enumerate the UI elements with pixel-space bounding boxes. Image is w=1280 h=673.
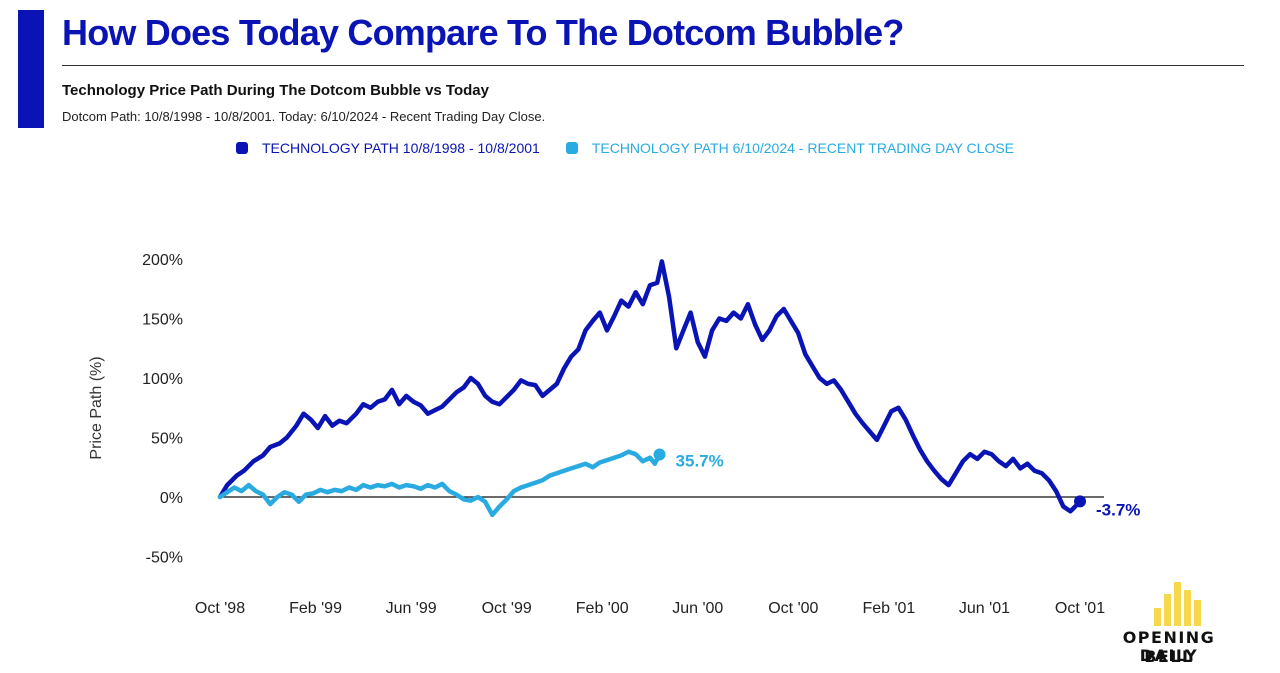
accent-bar — [18, 10, 44, 128]
y-tick-label: -50% — [146, 550, 183, 567]
x-tick-label: Oct '00 — [768, 600, 818, 617]
date-range-note: Dotcom Path: 10/8/1998 - 10/8/2001. Toda… — [62, 109, 546, 124]
x-tick-label: Oct '99 — [482, 600, 532, 617]
x-tick-label: Jun '00 — [672, 600, 723, 617]
legend-swatch-today — [565, 142, 578, 154]
legend-item-today: TECHNOLOGY PATH 6/10/2024 - RECENT TRADI… — [565, 140, 1015, 156]
opening-bell-logo: OPENING BELL DAILY — [1104, 580, 1254, 666]
title-divider — [62, 65, 1244, 66]
dotcom-end-label: -3.7% — [1096, 500, 1140, 519]
legend-swatch-dotcom — [236, 142, 248, 154]
y-tick-label: 150% — [142, 312, 183, 329]
today-end-label: 35.7% — [676, 452, 724, 471]
x-tick-label: Oct '98 — [195, 600, 245, 617]
chart-subtitle: Technology Price Path During The Dotcom … — [62, 82, 489, 99]
y-tick-label: 200% — [142, 252, 183, 269]
logo-text-line1: OPENING BELL — [1122, 628, 1216, 666]
page-title: How Does Today Compare To The Dotcom Bub… — [62, 12, 904, 53]
x-tick-label: Feb '00 — [576, 600, 629, 617]
x-tick-label: Oct '01 — [1055, 600, 1105, 617]
x-tick-label: Feb '01 — [862, 600, 915, 617]
today-end-marker — [653, 448, 666, 461]
y-axis-label: Price Path (%) — [88, 356, 105, 459]
y-tick-label: 0% — [160, 490, 183, 507]
legend-label-dotcom: TECHNOLOGY PATH 10/8/1998 - 10/8/2001 — [262, 140, 540, 156]
y-tick-label: 100% — [142, 371, 183, 388]
x-tick-label: Jun '01 — [959, 600, 1010, 617]
y-tick-label: 50% — [151, 431, 183, 448]
dotcom-end-marker — [1074, 495, 1086, 508]
legend-item-dotcom: TECHNOLOGY PATH 10/8/1998 - 10/8/2001 — [236, 140, 540, 156]
bell-bars-icon — [1154, 582, 1201, 626]
chart-legend: TECHNOLOGY PATH 10/8/1998 - 10/8/2001 TE… — [236, 140, 1014, 156]
x-tick-label: Feb '99 — [289, 600, 342, 617]
today-series-line — [217, 449, 662, 518]
legend-label-today: TECHNOLOGY PATH 6/10/2024 - RECENT TRADI… — [591, 140, 1015, 156]
dotcom-series-line — [217, 259, 1083, 514]
logo-text-line2: DAILY — [1139, 646, 1199, 665]
x-tick-label: Jun '99 — [386, 600, 437, 617]
